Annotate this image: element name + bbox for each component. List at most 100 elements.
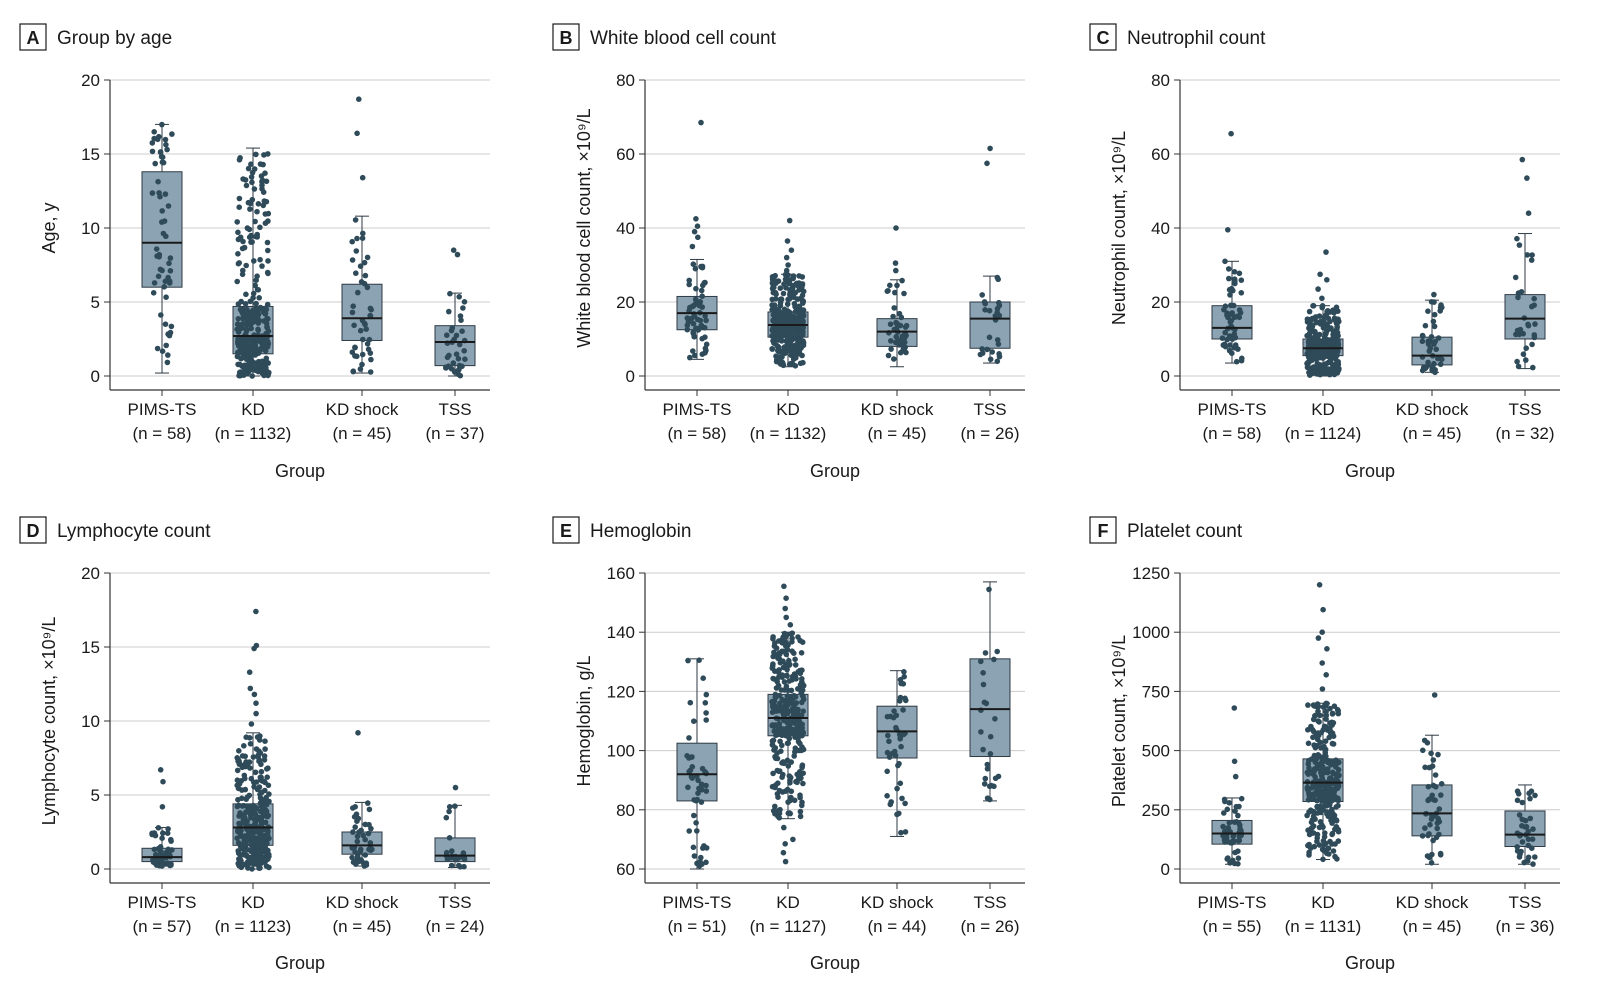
data-point	[697, 324, 704, 331]
data-point	[236, 339, 243, 345]
data-point	[165, 203, 172, 209]
data-point	[1310, 342, 1316, 349]
data-point	[349, 257, 356, 263]
data-point	[236, 204, 242, 210]
data-point	[685, 657, 691, 664]
y-axis-label: Age, y	[39, 202, 59, 253]
data-point	[1333, 304, 1340, 311]
panel-letter-box	[1089, 23, 1117, 51]
outlier-point	[1228, 130, 1234, 137]
data-point	[254, 286, 261, 293]
data-point	[162, 136, 169, 143]
data-point	[1437, 304, 1444, 311]
panel-title: Lymphocyte count	[57, 521, 211, 542]
points-2	[884, 669, 909, 836]
data-point	[154, 136, 161, 143]
data-point	[696, 863, 703, 869]
data-point	[799, 676, 805, 682]
data-point	[786, 810, 793, 816]
data-point	[702, 334, 708, 341]
data-point	[1428, 299, 1435, 305]
y-tick-label: 15	[81, 145, 100, 164]
data-point	[149, 831, 155, 838]
data-point	[891, 748, 898, 755]
data-point	[1305, 771, 1312, 777]
data-point	[239, 363, 245, 370]
panel-title: Platelet count	[1127, 521, 1243, 542]
data-point	[777, 659, 784, 666]
outlier-point	[1323, 249, 1329, 255]
data-point	[980, 746, 986, 753]
data-point	[1437, 361, 1444, 368]
data-point	[262, 170, 268, 176]
data-point	[1235, 855, 1242, 861]
data-point	[255, 201, 262, 207]
data-point	[245, 352, 251, 359]
outlier-point	[893, 225, 899, 231]
data-point	[689, 764, 696, 770]
data-point	[692, 352, 698, 359]
data-point	[1329, 710, 1336, 717]
data-point	[800, 746, 807, 753]
data-point	[1225, 855, 1231, 861]
data-point	[778, 687, 785, 693]
data-point	[365, 830, 372, 837]
y-tick-label: 0	[1161, 367, 1170, 386]
data-point	[899, 277, 905, 284]
data-point	[246, 735, 253, 741]
data-point	[247, 206, 253, 212]
data-point	[240, 372, 247, 379]
category-label: TSS	[438, 893, 471, 912]
data-point	[1523, 345, 1529, 352]
category-label: TSS	[438, 400, 471, 419]
data-point	[1310, 823, 1317, 829]
x-axis-label: Group	[1345, 953, 1395, 973]
data-point	[1310, 728, 1317, 735]
panel-title: Group by age	[57, 28, 172, 49]
y-tick-label: 0	[91, 367, 100, 386]
data-point	[771, 643, 778, 649]
data-point	[263, 306, 270, 313]
data-point	[884, 749, 891, 756]
outlier-point	[1315, 286, 1321, 292]
y-tick-label: 100	[607, 742, 635, 761]
data-point	[1435, 335, 1442, 341]
data-point	[164, 830, 171, 836]
data-point	[901, 673, 907, 680]
data-point	[1328, 786, 1334, 792]
data-point	[771, 284, 777, 291]
data-point	[252, 218, 258, 225]
data-point	[258, 768, 265, 775]
data-point	[795, 722, 802, 728]
data-point	[1427, 821, 1433, 828]
data-point	[247, 765, 253, 771]
data-point	[237, 323, 243, 330]
data-point	[687, 699, 694, 706]
panel-f: F Platelet count 0 250 500 750 1000 1250 Platele…	[1089, 516, 1560, 973]
outlier-point	[246, 669, 253, 675]
box-0	[1211, 705, 1253, 867]
data-point	[1515, 363, 1522, 370]
data-point	[784, 725, 790, 732]
data-point	[1322, 784, 1328, 790]
data-point	[693, 300, 700, 306]
data-point	[168, 836, 174, 843]
data-point	[158, 312, 164, 318]
data-point	[1326, 775, 1333, 782]
data-point	[265, 372, 271, 379]
outlier-point	[160, 778, 166, 785]
data-point	[1304, 812, 1310, 819]
data-point	[1327, 371, 1333, 378]
n-label: (n = 51)	[667, 917, 726, 936]
data-point	[789, 639, 795, 645]
data-point	[776, 768, 783, 774]
data-point	[686, 277, 692, 284]
data-point	[1310, 716, 1317, 723]
data-point	[354, 853, 361, 859]
data-point	[1305, 364, 1312, 371]
data-point	[902, 829, 909, 835]
data-point	[252, 811, 259, 817]
data-point	[777, 285, 784, 292]
data-point	[1514, 797, 1521, 804]
data-point	[252, 769, 259, 776]
